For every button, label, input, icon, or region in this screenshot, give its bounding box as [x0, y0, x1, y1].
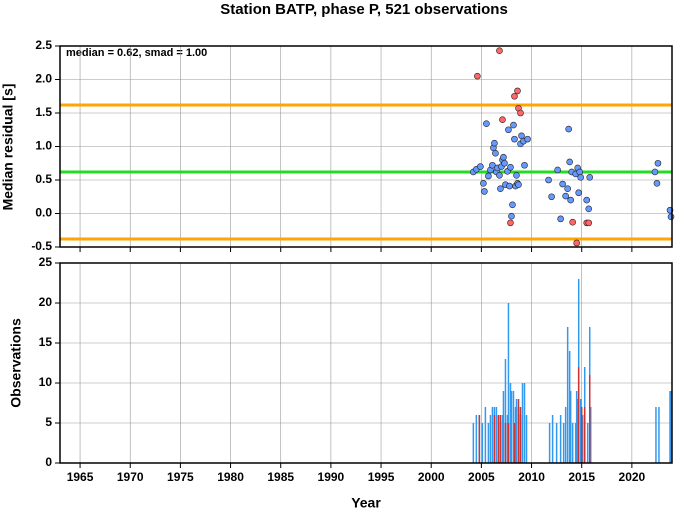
point [497, 185, 504, 193]
point [524, 135, 531, 143]
point [481, 188, 488, 195]
y-tick-label: 1.0 [35, 139, 52, 153]
point [651, 168, 659, 176]
y-tick-label: 20 [39, 295, 53, 309]
point [653, 180, 661, 187]
point [577, 174, 585, 181]
point [545, 176, 552, 184]
point [569, 218, 576, 226]
point [585, 205, 593, 213]
x-tick-label: 1980 [217, 470, 244, 484]
point [491, 139, 498, 147]
point [586, 174, 594, 181]
x-tick-label: 1990 [318, 470, 345, 484]
point [562, 192, 569, 200]
point [496, 172, 503, 179]
y-tick-label: 0.5 [35, 172, 52, 186]
point [565, 125, 572, 133]
x-tick-label: 2010 [518, 470, 545, 484]
y-tick-label: 2.5 [35, 38, 52, 52]
point [667, 213, 675, 221]
point [485, 172, 492, 180]
point [557, 215, 564, 223]
point [474, 72, 481, 80]
x-axis-title: Year [351, 495, 381, 511]
y-axis-title: Observations [8, 318, 24, 408]
point [510, 121, 517, 129]
point [496, 47, 503, 54]
point [500, 153, 507, 161]
point [477, 163, 484, 170]
point [575, 189, 582, 197]
x-tick-label: 1985 [267, 470, 294, 484]
point [548, 193, 555, 201]
x-tick-label: 2020 [619, 470, 646, 484]
point [513, 172, 520, 179]
y-tick-label: 15 [39, 335, 53, 349]
y-tick-label: 5 [45, 415, 52, 429]
x-tick-label: 1970 [117, 470, 144, 484]
point [492, 149, 499, 157]
point [567, 196, 574, 204]
point [564, 185, 571, 193]
x-tick-label: 1965 [67, 470, 94, 484]
y-axis-title: Median residual [s] [0, 84, 16, 211]
y-tick-label: 25 [39, 255, 53, 269]
point [521, 161, 528, 169]
point [507, 163, 514, 171]
y-tick-label: 0.0 [35, 206, 52, 220]
y-tick-label: 10 [39, 375, 53, 389]
point [506, 182, 513, 190]
point [483, 120, 490, 128]
point [480, 180, 487, 187]
point [517, 109, 524, 117]
point [499, 116, 506, 123]
point [514, 87, 521, 95]
point [508, 212, 515, 220]
point [511, 135, 518, 143]
plot-frame [59, 262, 673, 464]
plot-frame [59, 45, 673, 248]
point [559, 180, 566, 188]
x-tick-label: 1995 [368, 470, 395, 484]
point [511, 92, 518, 100]
y-tick-label: -0.5 [31, 239, 52, 253]
x-tick-label: 2005 [468, 470, 495, 484]
point [573, 239, 580, 247]
point [505, 126, 512, 134]
point [507, 219, 514, 227]
point [654, 159, 662, 167]
point [489, 161, 496, 169]
point [566, 158, 573, 166]
y-tick-label: 0 [45, 455, 52, 469]
x-tick-label: 1975 [167, 470, 194, 484]
point [509, 201, 516, 209]
chart-title: Station BATP, phase P, 521 observations [220, 1, 508, 18]
point [576, 168, 583, 176]
point [554, 166, 561, 174]
point [585, 219, 593, 227]
point [583, 196, 591, 204]
annotation: median = 0.62, smad = 1.00 [66, 47, 207, 59]
point [501, 159, 508, 167]
x-tick-label: 2000 [418, 470, 445, 484]
x-tick-label: 2015 [568, 470, 595, 484]
y-tick-label: 2.0 [35, 72, 52, 86]
point [515, 181, 522, 188]
y-tick-label: 1.5 [35, 105, 52, 119]
